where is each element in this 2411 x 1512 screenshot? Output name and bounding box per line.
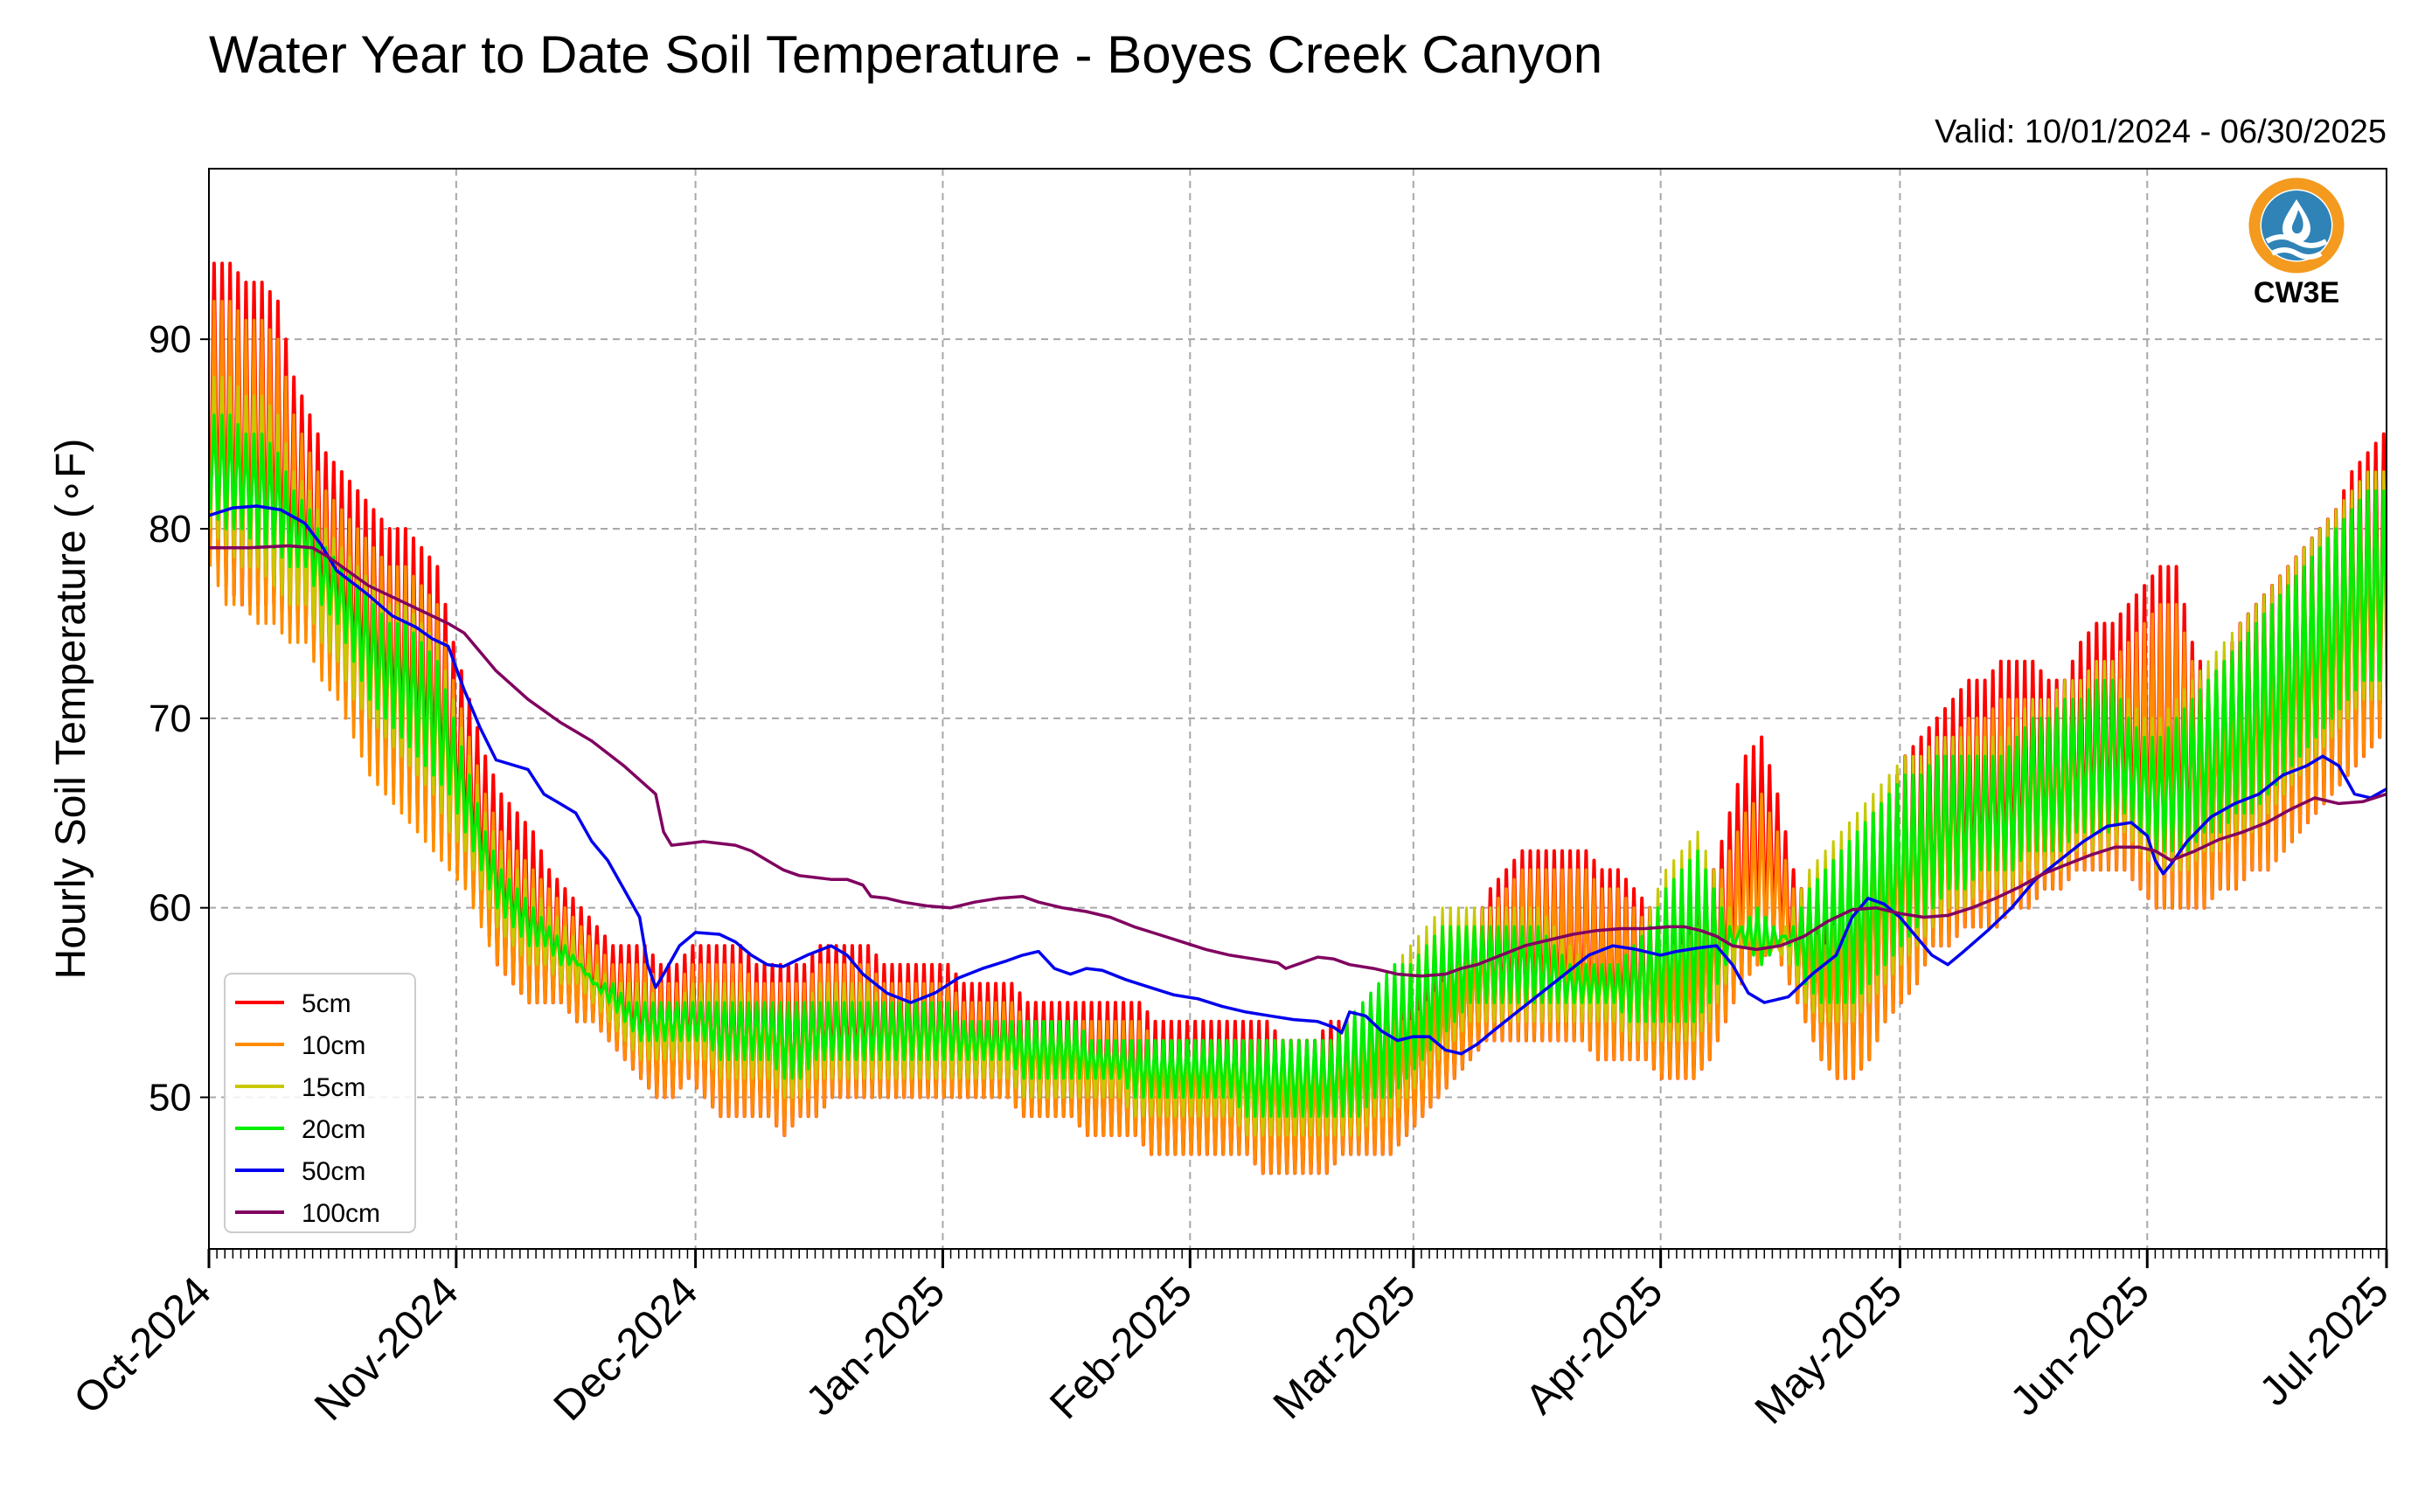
legend-label: 15cm [302,1073,365,1102]
y-tick-label: 50 [149,1077,191,1120]
logo-wave-icon [2270,247,2323,260]
series-line-50cm [209,504,2387,1056]
logo-flame-icon [2291,210,2303,234]
cw3e-logo: CW3E [2248,177,2345,309]
y-tick-label: 90 [149,318,191,361]
legend-label: 5cm [302,989,351,1018]
legend-label: 20cm [302,1115,365,1144]
plot-frame [208,168,2387,1250]
logo-text: CW3E [2254,276,2339,309]
series-line-100cm [209,544,2387,978]
legend-label: 10cm [302,1031,365,1060]
y-axis-label: Hourly Soil Temperature (∘F) [48,439,94,980]
series-line-20cm [209,413,2387,1118]
y-tick-label: 60 [149,887,191,930]
legend-label: 50cm [302,1157,365,1186]
chart-subtitle: Valid: 10/01/2024 - 06/30/2025 [1935,114,2387,150]
series-layer [209,261,2387,1176]
logo-ring [2248,177,2345,274]
legend-label: 100cm [302,1199,380,1228]
legend: 5cm 10cm 15cm 20cm 50cm 100cm [224,973,416,1233]
y-tick-label: 80 [149,508,191,551]
legend-box [224,973,416,1233]
y-tick-label: 70 [149,697,191,740]
chart-title: Water Year to Date Soil Temperature - Bo… [209,25,1602,84]
